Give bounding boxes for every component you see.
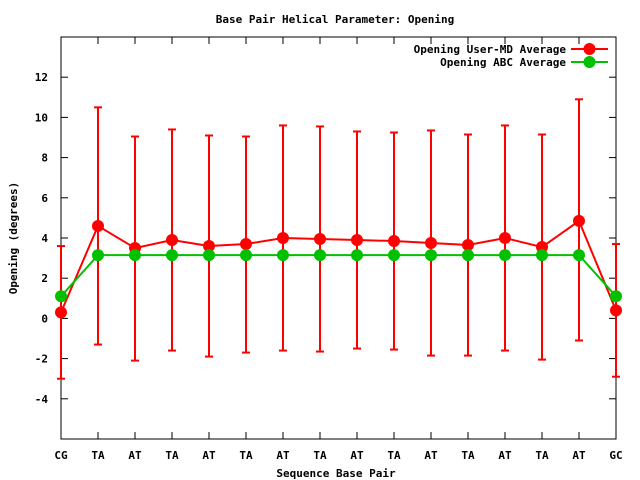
data-point (277, 249, 289, 262)
x-tick-label: AT (424, 449, 438, 462)
legend-marker (583, 43, 596, 55)
x-tick-label: AT (498, 449, 512, 462)
y-tick-label: 0 (41, 312, 48, 325)
ticks: -4 -2 0 2 4 6 8 10 12 CG TA AT TA AT TA AT TA AT TA AT TA AT T… (35, 37, 623, 462)
data-point (55, 306, 67, 319)
data-point (166, 234, 178, 247)
y-tick-label: 8 (41, 152, 48, 165)
x-tick-label: TA (91, 449, 105, 462)
x-tick-label: AT (276, 449, 290, 462)
y-tick-label: 12 (35, 71, 48, 84)
data-point (573, 249, 585, 262)
y-tick-label: 6 (41, 192, 48, 205)
legend-marker (583, 56, 596, 68)
x-tick-label: AT (572, 449, 586, 462)
x-tick-label: TA (313, 449, 327, 462)
x-tick-label: AT (202, 449, 216, 462)
data-point (351, 249, 363, 262)
data-point (129, 249, 141, 262)
data-point (240, 249, 252, 262)
series-line (60, 254, 617, 297)
legend-label: Opening User-MD Average (414, 43, 567, 56)
x-tick-label: AT (350, 449, 364, 462)
data-point (92, 249, 104, 262)
data-point (203, 249, 215, 262)
x-axis-label: Sequence Base Pair (276, 467, 396, 480)
data-point (462, 249, 474, 262)
data-point (92, 219, 104, 232)
data-point (610, 304, 622, 317)
data-point (425, 249, 437, 262)
y-tick-label: 10 (35, 111, 48, 124)
data-point (166, 249, 178, 262)
data-point (388, 249, 400, 262)
x-tick-label: TA (461, 449, 475, 462)
y-tick-label: -4 (35, 393, 49, 406)
y-tick-label: 2 (41, 272, 48, 285)
x-tick-label: GC (609, 449, 622, 462)
y-tick-label: -2 (35, 353, 48, 366)
data-point (499, 249, 511, 262)
data-point (277, 232, 289, 244)
data-point (610, 290, 622, 303)
data-point (536, 249, 548, 262)
x-tick-label: TA (535, 449, 549, 462)
data-point (314, 249, 326, 262)
x-tick-label: TA (165, 449, 179, 462)
plot-frame (60, 36, 617, 440)
data-point (314, 233, 326, 246)
chart-title: Base Pair Helical Parameter: Opening (216, 13, 454, 26)
marks (55, 98, 622, 380)
y-tick-label: 4 (41, 232, 48, 245)
legend-label: Opening ABC Average (440, 56, 566, 69)
data-point (425, 237, 437, 250)
series-line (60, 219, 617, 313)
data-point (351, 234, 363, 247)
data-point (462, 239, 474, 252)
data-point (499, 232, 511, 244)
data-point (55, 290, 67, 303)
x-tick-label: TA (387, 449, 401, 462)
data-point (573, 214, 585, 227)
data-point (388, 235, 400, 248)
y-axis-label: Opening (degrees) (7, 182, 20, 295)
x-tick-label: CG (54, 449, 68, 462)
x-tick-label: TA (239, 449, 253, 462)
x-tick-label: AT (128, 449, 142, 462)
data-point (240, 238, 252, 251)
